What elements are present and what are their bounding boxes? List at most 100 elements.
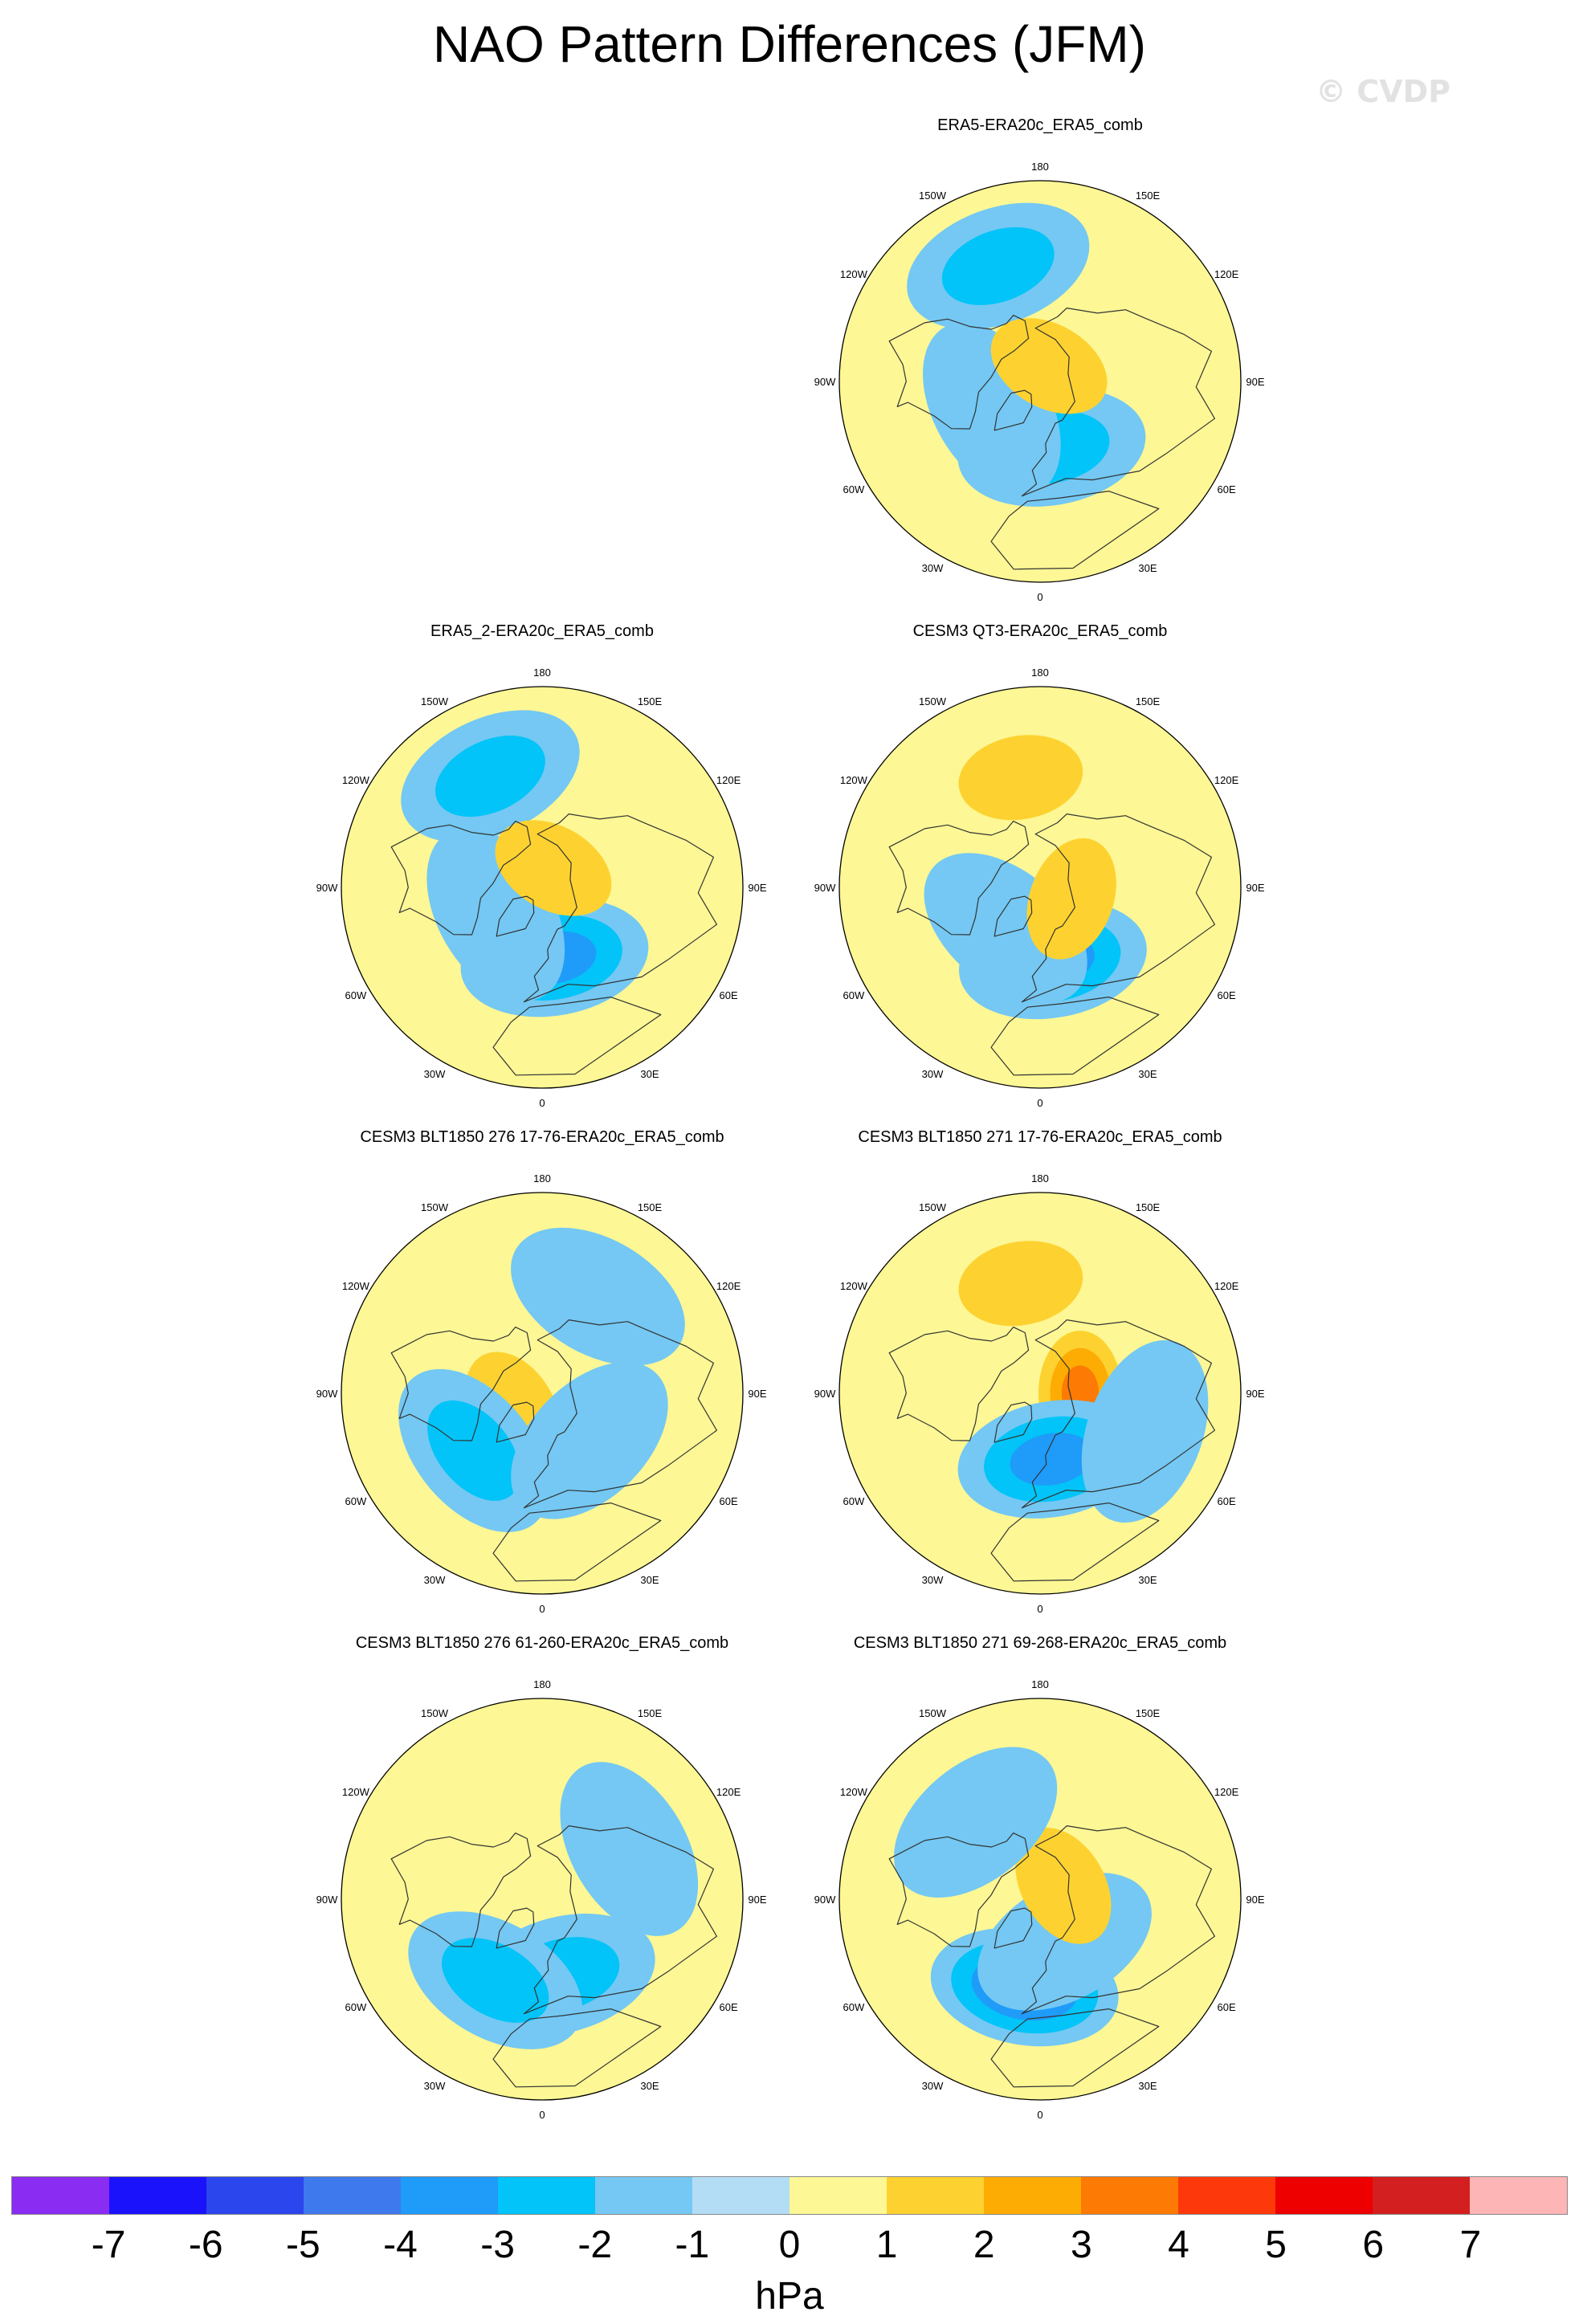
contour-positive	[990, 318, 1108, 414]
colorbar-swatch	[109, 2177, 206, 2214]
panel-title: ERA5_2-ERA20c_ERA5_comb	[430, 622, 654, 640]
contour-negative	[560, 1762, 699, 1936]
contour-negative	[435, 735, 545, 817]
coastline	[994, 389, 1033, 431]
colorbar-swatch	[984, 2177, 1081, 2214]
colorbar-tick-label: 2	[973, 2224, 995, 2266]
lon-label: 60W	[843, 1495, 865, 1507]
colorbar-swatch	[887, 2177, 984, 2214]
lon-label: 120W	[840, 268, 868, 280]
polar-map: 180 150E 120E 90E 60E 30E 0 30W 60W 90W 120W 150W	[814, 1172, 1265, 1615]
lon-label: 0	[539, 1097, 545, 1109]
colorbar-tick-label: 6	[1362, 2224, 1385, 2266]
colorbar-swatch	[206, 2177, 304, 2214]
coastline	[1021, 1319, 1216, 1509]
lon-label: 30E	[1138, 562, 1157, 574]
page-title: NAO Pattern Differences (JFM)	[433, 15, 1146, 73]
lon-label: 150E	[638, 695, 663, 707]
lon-label: 120W	[342, 1786, 370, 1798]
lon-label: 60E	[720, 989, 738, 1001]
lon-label: 150W	[421, 695, 449, 707]
polar-map: 180 150E 120E 90E 60E 30E 0 30W 60W 90W 120W 150W	[316, 1172, 767, 1615]
colorbar-tick-label: -6	[188, 2224, 223, 2266]
lon-label: 180	[533, 1172, 551, 1184]
contour-negative	[894, 1747, 1058, 1898]
lon-label: 60E	[720, 2001, 738, 2013]
lon-label: 60W	[345, 2001, 367, 2013]
panel-title: CESM3 BLT1850 271 17-76-ERA20c_ERA5_comb	[858, 1128, 1222, 1146]
colorbar-swatch	[1470, 2177, 1567, 2214]
colorbar-tick-label: 0	[778, 2224, 801, 2266]
lon-label: 30E	[1138, 2080, 1157, 2092]
contour-negative	[511, 1362, 668, 1519]
contour-positive	[1015, 1827, 1112, 1944]
lon-label: 60W	[345, 989, 367, 1001]
lon-label: 30E	[640, 1068, 659, 1080]
panel-title: CESM3 BLT1850 276 17-76-ERA20c_ERA5_comb	[360, 1128, 724, 1146]
coastline	[390, 1327, 532, 1441]
polar-map: 180 150E 120E 90E 60E 30E 0 30W 60W 90W 120W 150W	[316, 667, 767, 1109]
map-border	[838, 1192, 1242, 1595]
colorbar-tick-label: -1	[675, 2224, 710, 2266]
lon-label: 90E	[1246, 882, 1264, 894]
coastline	[888, 1327, 1030, 1441]
coastline	[888, 821, 1030, 936]
lon-label: 120E	[716, 1786, 741, 1798]
lon-label: 150W	[919, 190, 947, 202]
colorbar-swatch	[790, 2177, 887, 2214]
panel-title: CESM3 BLT1850 271 69-268-ERA20c_ERA5_com…	[853, 1634, 1227, 1652]
colorbar	[11, 2176, 1568, 2215]
coastline	[523, 1319, 718, 1509]
panel-title: CESM3 QT3-ERA20c_ERA5_comb	[912, 622, 1168, 640]
lon-label: 120W	[840, 774, 868, 786]
lon-label: 90W	[316, 1388, 338, 1400]
lon-label: 180	[533, 667, 551, 679]
coastline	[390, 1833, 532, 1947]
coastline	[1021, 308, 1216, 497]
lon-label: 150E	[1136, 695, 1161, 707]
lon-label: 0	[539, 2109, 545, 2121]
lon-label: 150W	[421, 1201, 449, 1213]
panel-title: CESM3 BLT1850 276 61-260-ERA20c_ERA5_com…	[355, 1634, 729, 1652]
coastline	[496, 895, 535, 937]
colorbar-swatch	[304, 2177, 401, 2214]
lon-label: 90E	[748, 1894, 766, 1906]
lon-label: 180	[1031, 1678, 1049, 1690]
lon-label: 90W	[814, 1388, 836, 1400]
colorbar-swatch	[595, 2177, 692, 2214]
colorbar-tick-label: -4	[383, 2224, 418, 2266]
lon-label: 90E	[748, 1388, 766, 1400]
coastline	[994, 1401, 1033, 1443]
map-panel: CESM3 QT3-ERA20c_ERA5_comb 180 150E 120E 90E…	[799, 622, 1281, 1136]
map-border	[341, 1698, 744, 2101]
lon-label: 90E	[1246, 1894, 1264, 1906]
lon-label: 30E	[1138, 1574, 1157, 1586]
coastline	[390, 821, 532, 936]
colorbar-swatch	[1178, 2177, 1275, 2214]
map-panel: CESM3 BLT1850 271 17-76-ERA20c_ERA5_comb…	[799, 1128, 1281, 1642]
coastline	[994, 895, 1033, 937]
lon-label: 90E	[1246, 376, 1264, 388]
colorbar-swatch	[1275, 2177, 1373, 2214]
lon-label: 180	[533, 1678, 551, 1690]
contour-negative	[441, 1938, 549, 2023]
lon-label: 150E	[638, 1201, 663, 1213]
lon-label: 120W	[342, 774, 370, 786]
colorbar-tick-label: 1	[875, 2224, 898, 2266]
lon-label: 30W	[922, 2080, 944, 2092]
colorbar-tick-label: -2	[577, 2224, 613, 2266]
lon-label: 120E	[1214, 1786, 1239, 1798]
lon-label: 0	[1037, 1097, 1042, 1109]
colorbar-tick-label: -5	[286, 2224, 320, 2266]
colorbar-swatch	[498, 2177, 595, 2214]
lon-label: 120W	[840, 1280, 868, 1292]
lon-label: 120E	[716, 1280, 741, 1292]
map-border	[341, 1192, 744, 1595]
coastline	[523, 813, 718, 1003]
coastline	[492, 2008, 662, 2088]
lon-label: 90W	[316, 1894, 338, 1906]
polar-map: 180 150E 120E 90E 60E 30E 0 30W 60W 90W 120W 150W	[814, 161, 1265, 603]
coastline	[496, 1907, 535, 1949]
lon-label: 90E	[1246, 1388, 1264, 1400]
map-border	[341, 686, 744, 1089]
